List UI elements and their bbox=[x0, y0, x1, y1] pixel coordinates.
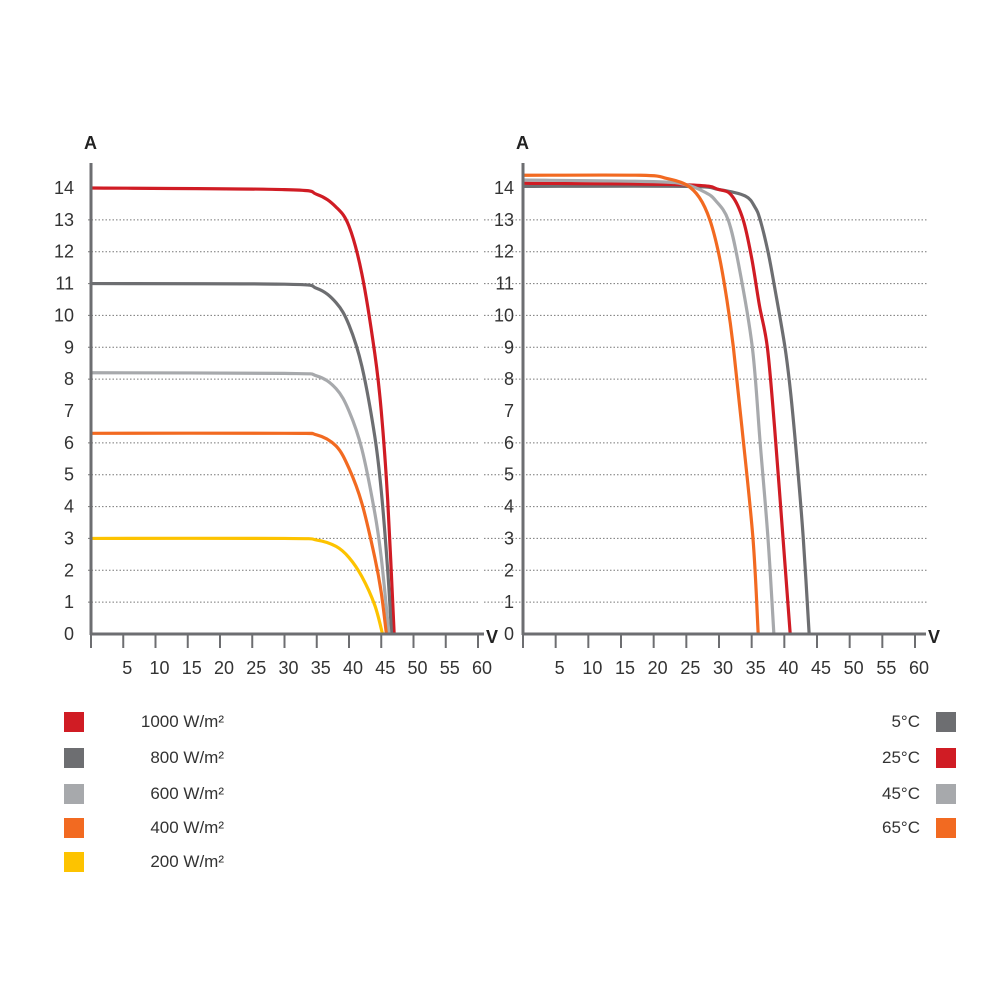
y-tick-label: 7 bbox=[504, 401, 514, 421]
x-tick-label: 25 bbox=[246, 658, 266, 678]
y-tick-label: 13 bbox=[54, 210, 74, 230]
series-line-800-w-m- bbox=[90, 281, 394, 635]
x-tick-label: 20 bbox=[648, 658, 668, 678]
series-line-45-c bbox=[522, 178, 776, 635]
y-tick-label: 5 bbox=[504, 465, 514, 485]
y-tick-label: 3 bbox=[64, 528, 74, 548]
x-axis-label: V bbox=[928, 627, 940, 647]
y-axis-label: A bbox=[84, 133, 97, 153]
x-tick-label: 5 bbox=[122, 658, 132, 678]
y-tick-label: 4 bbox=[504, 497, 514, 517]
legend-item: 1000 W/m² bbox=[64, 711, 224, 733]
y-tick-label: 8 bbox=[504, 369, 514, 389]
series-line-400-w-m- bbox=[90, 431, 388, 635]
legend-swatch bbox=[64, 852, 84, 872]
series-line-5-c bbox=[522, 184, 811, 635]
y-tick-label: 2 bbox=[64, 560, 74, 580]
legend-swatch bbox=[936, 748, 956, 768]
legend-label: 400 W/m² bbox=[150, 818, 224, 837]
y-tick-label: 1 bbox=[504, 592, 514, 612]
series-line-25-c bbox=[522, 181, 792, 635]
x-tick-label: 45 bbox=[811, 658, 831, 678]
y-tick-label: 1 bbox=[64, 592, 74, 612]
y-axis-label: A bbox=[516, 133, 529, 153]
y-tick-label: 2 bbox=[504, 560, 514, 580]
y-tick-label: 4 bbox=[64, 497, 74, 517]
legend-label: 5°C bbox=[891, 712, 920, 731]
y-tick-label: 7 bbox=[64, 401, 74, 421]
x-tick-label: 45 bbox=[375, 658, 395, 678]
legend-item: 25°C bbox=[820, 747, 956, 769]
y-tick-label: 6 bbox=[504, 433, 514, 453]
x-tick-label: 15 bbox=[615, 658, 635, 678]
legend-item: 200 W/m² bbox=[64, 851, 224, 873]
legend-item: 65°C bbox=[820, 817, 956, 839]
legend-label: 25°C bbox=[882, 748, 920, 767]
legend-swatch bbox=[64, 712, 84, 732]
series-line-65-c bbox=[522, 173, 760, 635]
y-tick-label: 11 bbox=[495, 274, 514, 294]
x-tick-label: 30 bbox=[278, 658, 298, 678]
y-tick-label: 9 bbox=[504, 337, 514, 357]
legend-item: 400 W/m² bbox=[64, 817, 224, 839]
legend-item: 800 W/m² bbox=[64, 747, 224, 769]
series-line-200-w-m- bbox=[90, 536, 385, 635]
y-tick-label: 13 bbox=[494, 210, 514, 230]
legend-item: 5°C bbox=[820, 711, 956, 733]
y-tick-label: 12 bbox=[54, 242, 74, 262]
x-tick-label: 10 bbox=[582, 658, 602, 678]
y-tick-label: 0 bbox=[64, 624, 74, 644]
x-tick-label: 5 bbox=[555, 658, 565, 678]
legend-swatch bbox=[936, 712, 956, 732]
legend-label: 45°C bbox=[882, 784, 920, 803]
x-tick-label: 60 bbox=[909, 658, 929, 678]
legend-item: 45°C bbox=[820, 783, 956, 805]
legend-label: 200 W/m² bbox=[150, 852, 224, 871]
x-tick-label: 35 bbox=[311, 658, 331, 678]
x-tick-label: 55 bbox=[440, 658, 460, 678]
y-tick-label: 5 bbox=[64, 465, 74, 485]
y-tick-label: 9 bbox=[64, 337, 74, 357]
x-tick-label: 35 bbox=[746, 658, 766, 678]
y-tick-label: 11 bbox=[55, 274, 74, 294]
y-tick-label: 12 bbox=[494, 242, 514, 262]
x-tick-label: 40 bbox=[778, 658, 798, 678]
legend-swatch bbox=[64, 748, 84, 768]
y-tick-label: 6 bbox=[64, 433, 74, 453]
legend-label: 1000 W/m² bbox=[140, 712, 224, 731]
x-tick-label: 25 bbox=[680, 658, 700, 678]
series-line-1000-w-m- bbox=[90, 186, 396, 635]
y-tick-label: 0 bbox=[504, 624, 514, 644]
legend-label: 800 W/m² bbox=[150, 748, 224, 767]
y-tick-label: 14 bbox=[54, 178, 74, 198]
y-tick-label: 14 bbox=[494, 178, 514, 198]
series-line-600-w-m- bbox=[90, 371, 391, 635]
x-tick-label: 50 bbox=[844, 658, 864, 678]
x-tick-label: 30 bbox=[713, 658, 733, 678]
legend-label: 65°C bbox=[882, 818, 920, 837]
legend-swatch bbox=[936, 818, 956, 838]
x-tick-label: 40 bbox=[343, 658, 363, 678]
legend-swatch bbox=[936, 784, 956, 804]
legend-swatch bbox=[64, 818, 84, 838]
legend-swatch bbox=[64, 784, 84, 804]
legend-item: 600 W/m² bbox=[64, 783, 224, 805]
x-tick-label: 50 bbox=[407, 658, 427, 678]
x-tick-label: 15 bbox=[182, 658, 202, 678]
legend-label: 600 W/m² bbox=[150, 784, 224, 803]
x-axis-label: V bbox=[486, 627, 498, 647]
x-tick-label: 20 bbox=[214, 658, 234, 678]
y-tick-label: 8 bbox=[64, 369, 74, 389]
y-tick-label: 10 bbox=[54, 305, 74, 325]
y-tick-label: 3 bbox=[504, 528, 514, 548]
x-tick-label: 10 bbox=[149, 658, 169, 678]
x-tick-label: 55 bbox=[876, 658, 896, 678]
x-tick-label: 60 bbox=[472, 658, 492, 678]
y-tick-label: 10 bbox=[494, 305, 514, 325]
